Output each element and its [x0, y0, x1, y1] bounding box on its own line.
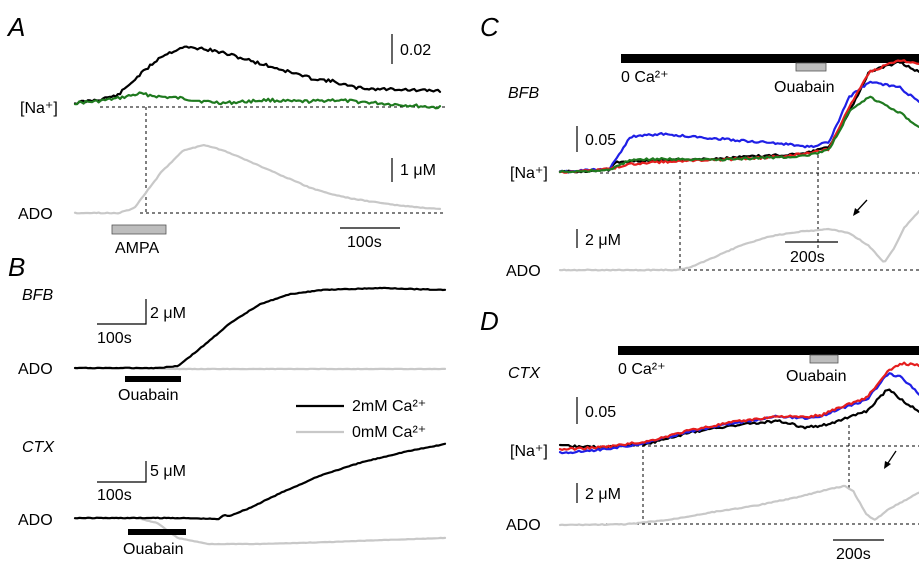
panel-d-arrow-icon: [884, 450, 897, 469]
legend-label-2mm: 2mM Ca²⁺: [352, 398, 426, 415]
panel-a-letter: A: [6, 12, 25, 42]
panel-d-letter: D: [480, 306, 499, 336]
panel-c-arrow-icon: [853, 199, 868, 216]
panel-a-na-trace-black: [73, 45, 442, 105]
panel-b-ctx-scale-label: 5 μM: [150, 463, 186, 480]
panel-d-ado-label: ADO: [506, 517, 541, 534]
panel-c-zero-ca-bar: [621, 54, 919, 63]
panel-c-region-label: BFB: [508, 85, 539, 102]
panel-b-ctx-label: CTX: [22, 439, 55, 456]
panel-b-bfb-ado-label: ADO: [18, 361, 53, 378]
panel-d-ado-trace: [558, 484, 919, 527]
panel-b-bfb-ouabain-label: Ouabain: [118, 387, 179, 404]
panel-b-ctx-trace-2mm: [73, 442, 447, 521]
panel-b-bfb-ouabain-bar: [125, 376, 181, 382]
panel-a: A [Na⁺] ADO 0.02 1 μM 100s AMPA: [6, 12, 445, 257]
panel-a-ado-scale-label: 1 μM: [400, 162, 436, 179]
panel-a-ampa-bar: [111, 224, 167, 235]
panel-d: D 0 Ca²⁺ Ouabain CTX 0.05 [Na⁺] 2 μM ADO…: [480, 306, 919, 563]
panel-c-ado-trace: [558, 210, 919, 272]
panel-c-time-scale-label: 200s: [790, 249, 825, 266]
panel-d-na-trace-blue: [558, 372, 919, 455]
panel-a-ado-label: ADO: [18, 206, 53, 223]
panel-c-ouabain-bar: [795, 62, 827, 72]
panel-b-bfb-label: BFB: [22, 287, 53, 304]
panel-c-na-scale-label: 0.05: [585, 132, 616, 149]
panel-c-na-trace-black: [558, 60, 919, 174]
panel-b-bfb-trace-2mm: [73, 286, 447, 370]
panel-a-ado-trace: [73, 144, 442, 215]
panel-c-na-trace-green: [558, 95, 919, 174]
panel-d-ouabain-label: Ouabain: [786, 368, 847, 385]
panel-b-letter: B: [8, 252, 25, 282]
panel-d-zero-ca-bar: [618, 346, 919, 355]
panel-d-time-scale-label: 200s: [836, 546, 871, 563]
panel-c-na-label: [Na⁺]: [510, 165, 548, 182]
panel-c-letter: C: [480, 12, 499, 42]
panel-b-ctx-ouabain-label: Ouabain: [123, 541, 184, 558]
panel-d-zero-ca-label: 0 Ca²⁺: [618, 361, 666, 378]
panel-b-ctx-ado-label: ADO: [18, 512, 53, 529]
panel-d-na-scale-label: 0.05: [585, 404, 616, 421]
panel-b-bfb-scalebar: [97, 299, 147, 325]
panel-d-ouabain-bar: [809, 354, 839, 364]
panel-c-ado-scale-label: 2 μM: [585, 232, 621, 249]
panel-b-ctx-scalebar: [97, 461, 147, 483]
panel-b-bfb-time-label: 100s: [97, 330, 132, 347]
panel-b-bfb-scale-label: 2 μM: [150, 305, 186, 322]
panel-a-time-scale-label: 100s: [347, 234, 382, 251]
panel-a-ampa-label: AMPA: [115, 240, 159, 257]
panel-a-na-scale-label: 0.02: [400, 42, 431, 59]
panel-c: C 0 Ca²⁺ Ouabain BFB 0.05 [Na⁺] 2 μM ADO…: [480, 12, 919, 280]
panel-b: B BFB 2 μM 100s ADO Ouabain 2mM Ca²⁺ 0mM…: [8, 252, 447, 558]
panel-c-zero-ca-label: 0 Ca²⁺: [621, 69, 669, 86]
panel-d-na-trace-red: [558, 361, 919, 451]
panel-b-ctx-ouabain-bar: [128, 529, 186, 535]
panel-d-na-label: [Na⁺]: [510, 443, 548, 460]
panel-c-ouabain-label: Ouabain: [774, 79, 835, 96]
panel-a-na-label: [Na⁺]: [20, 100, 58, 117]
panel-d-ado-scale-label: 2 μM: [585, 486, 621, 503]
legend-label-0mm: 0mM Ca²⁺: [352, 424, 426, 441]
panel-c-ado-label: ADO: [506, 263, 541, 280]
panel-d-region-label: CTX: [508, 365, 541, 382]
panel-a-na-trace-green: [73, 91, 442, 110]
panel-b-ctx-time-label: 100s: [97, 487, 132, 504]
